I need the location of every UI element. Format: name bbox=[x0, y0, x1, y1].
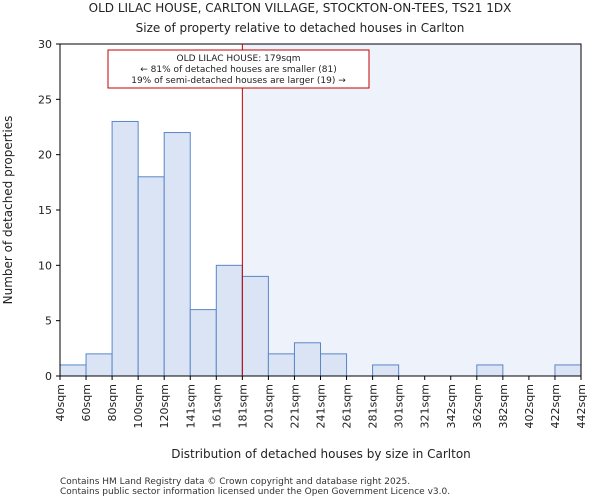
x-tick-label: 141sqm bbox=[184, 384, 197, 428]
y-tick-label: 10 bbox=[38, 259, 52, 272]
x-tick-label: 181sqm bbox=[236, 384, 249, 428]
x-tick-label: 241sqm bbox=[315, 384, 328, 428]
x-tick-label: 80sqm bbox=[106, 384, 119, 421]
histogram-bar[interactable] bbox=[241, 275, 269, 377]
x-tick-label: 281sqm bbox=[367, 384, 380, 428]
histogram-bar[interactable] bbox=[111, 120, 139, 377]
x-tick-label: 321sqm bbox=[419, 384, 432, 428]
x-tick-label: 60sqm bbox=[80, 384, 93, 421]
histogram-bar[interactable] bbox=[137, 176, 165, 377]
larger-region-shade bbox=[242, 44, 581, 376]
histogram-bar[interactable] bbox=[267, 353, 295, 377]
histogram-bar[interactable] bbox=[85, 353, 113, 377]
plot-area: 0 5 10 15 20 25 30 40sqm 60sqm 80sqm 100sqm 120sqm 1… bbox=[38, 38, 588, 428]
footer-line-1: Contains HM Land Registry data © Crown c… bbox=[60, 477, 410, 487]
x-axis-label: Distribution of detached houses by size … bbox=[171, 447, 471, 461]
histogram-bar[interactable] bbox=[372, 364, 400, 377]
y-tick-label: 30 bbox=[38, 38, 52, 51]
y-tick-label: 25 bbox=[38, 93, 52, 106]
histogram-bar[interactable] bbox=[59, 364, 87, 377]
y-tick-label: 20 bbox=[38, 149, 52, 162]
x-tick-label: 40sqm bbox=[54, 384, 67, 421]
chart-title: OLD LILAC HOUSE, CARLTON VILLAGE, STOCKT… bbox=[89, 1, 512, 15]
annotation-box bbox=[107, 49, 370, 89]
histogram-bar[interactable] bbox=[554, 364, 582, 377]
histogram-bar[interactable] bbox=[293, 342, 322, 377]
x-tick-label: 301sqm bbox=[393, 384, 406, 428]
annotation-line-1: OLD LILAC HOUSE: 179sqm bbox=[176, 54, 300, 64]
histogram-bar[interactable] bbox=[320, 353, 348, 377]
x-tick-label: 100sqm bbox=[132, 384, 145, 428]
x-tick-label: 120sqm bbox=[158, 384, 171, 428]
x-tick-label: 362sqm bbox=[471, 384, 484, 428]
annotation-line-2: ← 81% of detached houses are smaller (81… bbox=[140, 65, 337, 75]
histogram-bar[interactable] bbox=[189, 309, 217, 377]
histogram-bar[interactable] bbox=[163, 132, 191, 377]
histogram-bar[interactable] bbox=[476, 364, 504, 377]
histogram-bar[interactable] bbox=[215, 264, 243, 377]
y-tick-label: 5 bbox=[45, 315, 52, 328]
x-tick-label: 442sqm bbox=[575, 384, 588, 428]
x-tick-label: 221sqm bbox=[288, 384, 301, 428]
x-tick-label: 422sqm bbox=[549, 384, 562, 428]
chart-subtitle: Size of property relative to detached ho… bbox=[136, 21, 465, 35]
x-tick-label: 382sqm bbox=[497, 384, 510, 428]
footer-line-2: Contains public sector information licen… bbox=[60, 487, 450, 497]
y-axis-label: Number of detached properties bbox=[1, 116, 15, 305]
x-tick-label: 342sqm bbox=[445, 384, 458, 428]
x-tick-label: 261sqm bbox=[341, 384, 354, 428]
y-tick-label: 0 bbox=[45, 370, 52, 383]
x-tick-label: 161sqm bbox=[210, 384, 223, 428]
x-tick-label: 402sqm bbox=[523, 384, 536, 428]
x-tick-label: 201sqm bbox=[262, 384, 275, 428]
annotation-line-3: 19% of semi-detached houses are larger (… bbox=[131, 76, 346, 86]
y-tick-label: 15 bbox=[38, 204, 52, 217]
